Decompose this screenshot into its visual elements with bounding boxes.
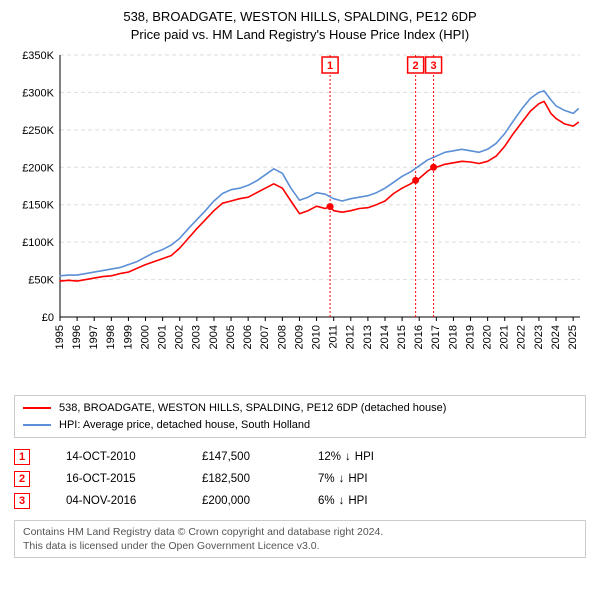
svg-text:£50K: £50K (28, 275, 54, 287)
legend-swatch (23, 407, 51, 409)
svg-text:2: 2 (413, 60, 419, 72)
svg-text:1998: 1998 (105, 325, 117, 349)
sales-table: 114-OCT-2010£147,50012%↓HPI216-OCT-2015£… (14, 446, 586, 512)
sale-delta-pct: 7% (318, 473, 335, 485)
svg-text:2012: 2012 (345, 325, 357, 349)
arrow-down-icon: ↓ (345, 451, 351, 463)
svg-text:1996: 1996 (71, 325, 83, 349)
svg-text:1: 1 (327, 60, 333, 72)
svg-text:£200K: £200K (22, 162, 54, 174)
sale-delta: 12% ↓ HPI (318, 451, 428, 463)
legend-swatch (23, 424, 51, 426)
arrow-down-icon: ↓ (339, 495, 345, 507)
svg-text:2009: 2009 (293, 325, 305, 349)
svg-text:2025: 2025 (567, 325, 579, 349)
svg-text:1999: 1999 (122, 325, 134, 349)
svg-text:£300K: £300K (22, 88, 54, 100)
svg-text:2006: 2006 (242, 325, 254, 349)
sale-row: 3 04-NOV-2016 £200,000 6% ↓HPI (14, 490, 586, 512)
arrow-down-icon: ↓ (339, 473, 345, 485)
svg-text:2022: 2022 (516, 325, 528, 349)
sale-delta-label: HPI (355, 451, 374, 463)
svg-text:2016: 2016 (413, 325, 425, 349)
sale-price: £200,000 (202, 495, 282, 507)
chart-title-address: 538, BROADGATE, WESTON HILLS, SPALDING, … (12, 8, 588, 26)
svg-text:£0: £0 (42, 312, 54, 324)
license-line-2: This data is licensed under the Open Gov… (23, 539, 577, 553)
price-chart: £0 £50K £100K £150K £200K £250K £300K £350K 1995… (12, 49, 588, 389)
svg-text:2017: 2017 (430, 325, 442, 349)
svg-text:2000: 2000 (139, 325, 151, 349)
svg-text:£350K: £350K (22, 50, 54, 62)
svg-text:1995: 1995 (54, 325, 66, 349)
svg-text:2023: 2023 (533, 325, 545, 349)
sale-delta-label: HPI (348, 473, 367, 485)
legend-row: HPI: Average price, detached house, Sout… (23, 417, 577, 434)
sale-price: £182,500 (202, 473, 282, 485)
svg-text:2007: 2007 (259, 325, 271, 349)
sale-delta: 7% ↓HPI (318, 473, 428, 485)
sale-date: 04-NOV-2016 (66, 495, 166, 507)
license-box: Contains HM Land Registry data © Crown c… (14, 520, 586, 558)
svg-text:3: 3 (431, 60, 437, 72)
svg-text:2013: 2013 (362, 325, 374, 349)
svg-text:2018: 2018 (447, 325, 459, 349)
sale-delta-pct: 6% (318, 495, 335, 507)
svg-text:2021: 2021 (499, 325, 511, 349)
chart-title-sub: Price paid vs. HM Land Registry's House … (12, 26, 588, 44)
svg-text:2011: 2011 (328, 325, 340, 349)
sale-marker: 2 (14, 471, 30, 487)
license-line-1: Contains HM Land Registry data © Crown c… (23, 525, 577, 539)
sale-row: 1 14-OCT-2010 £147,500 12% ↓ HPI (14, 446, 586, 468)
svg-text:2001: 2001 (157, 325, 169, 349)
svg-text:2020: 2020 (482, 325, 494, 349)
legend-label: 538, BROADGATE, WESTON HILLS, SPALDING, … (59, 400, 446, 417)
sale-delta-label: HPI (348, 495, 367, 507)
sale-price: £147,500 (202, 451, 282, 463)
svg-text:1997: 1997 (88, 325, 100, 349)
svg-text:2005: 2005 (225, 325, 237, 349)
svg-text:2003: 2003 (191, 325, 203, 349)
svg-text:2019: 2019 (464, 325, 476, 349)
legend-label: HPI: Average price, detached house, Sout… (59, 417, 310, 434)
svg-text:£100K: £100K (22, 237, 54, 249)
price-chart-svg: £0 £50K £100K £150K £200K £250K £300K £350K 1995… (12, 49, 588, 389)
svg-text:2014: 2014 (379, 325, 391, 349)
sale-date: 14-OCT-2010 (66, 451, 166, 463)
legend-row: 538, BROADGATE, WESTON HILLS, SPALDING, … (23, 400, 577, 417)
sale-marker: 1 (14, 449, 30, 465)
sale-delta-pct: 12% (318, 451, 341, 463)
sale-marker: 3 (14, 493, 30, 509)
legend-box: 538, BROADGATE, WESTON HILLS, SPALDING, … (14, 395, 586, 438)
svg-text:2015: 2015 (396, 325, 408, 349)
sale-delta: 6% ↓HPI (318, 495, 428, 507)
svg-text:2004: 2004 (208, 325, 220, 349)
svg-text:2008: 2008 (276, 325, 288, 349)
svg-text:2024: 2024 (550, 325, 562, 349)
sale-row: 2 16-OCT-2015 £182,500 7% ↓HPI (14, 468, 586, 490)
svg-text:£250K: £250K (22, 125, 54, 137)
sale-date: 16-OCT-2015 (66, 473, 166, 485)
svg-text:£150K: £150K (22, 200, 54, 212)
svg-text:2002: 2002 (174, 325, 186, 349)
svg-text:2010: 2010 (310, 325, 322, 349)
